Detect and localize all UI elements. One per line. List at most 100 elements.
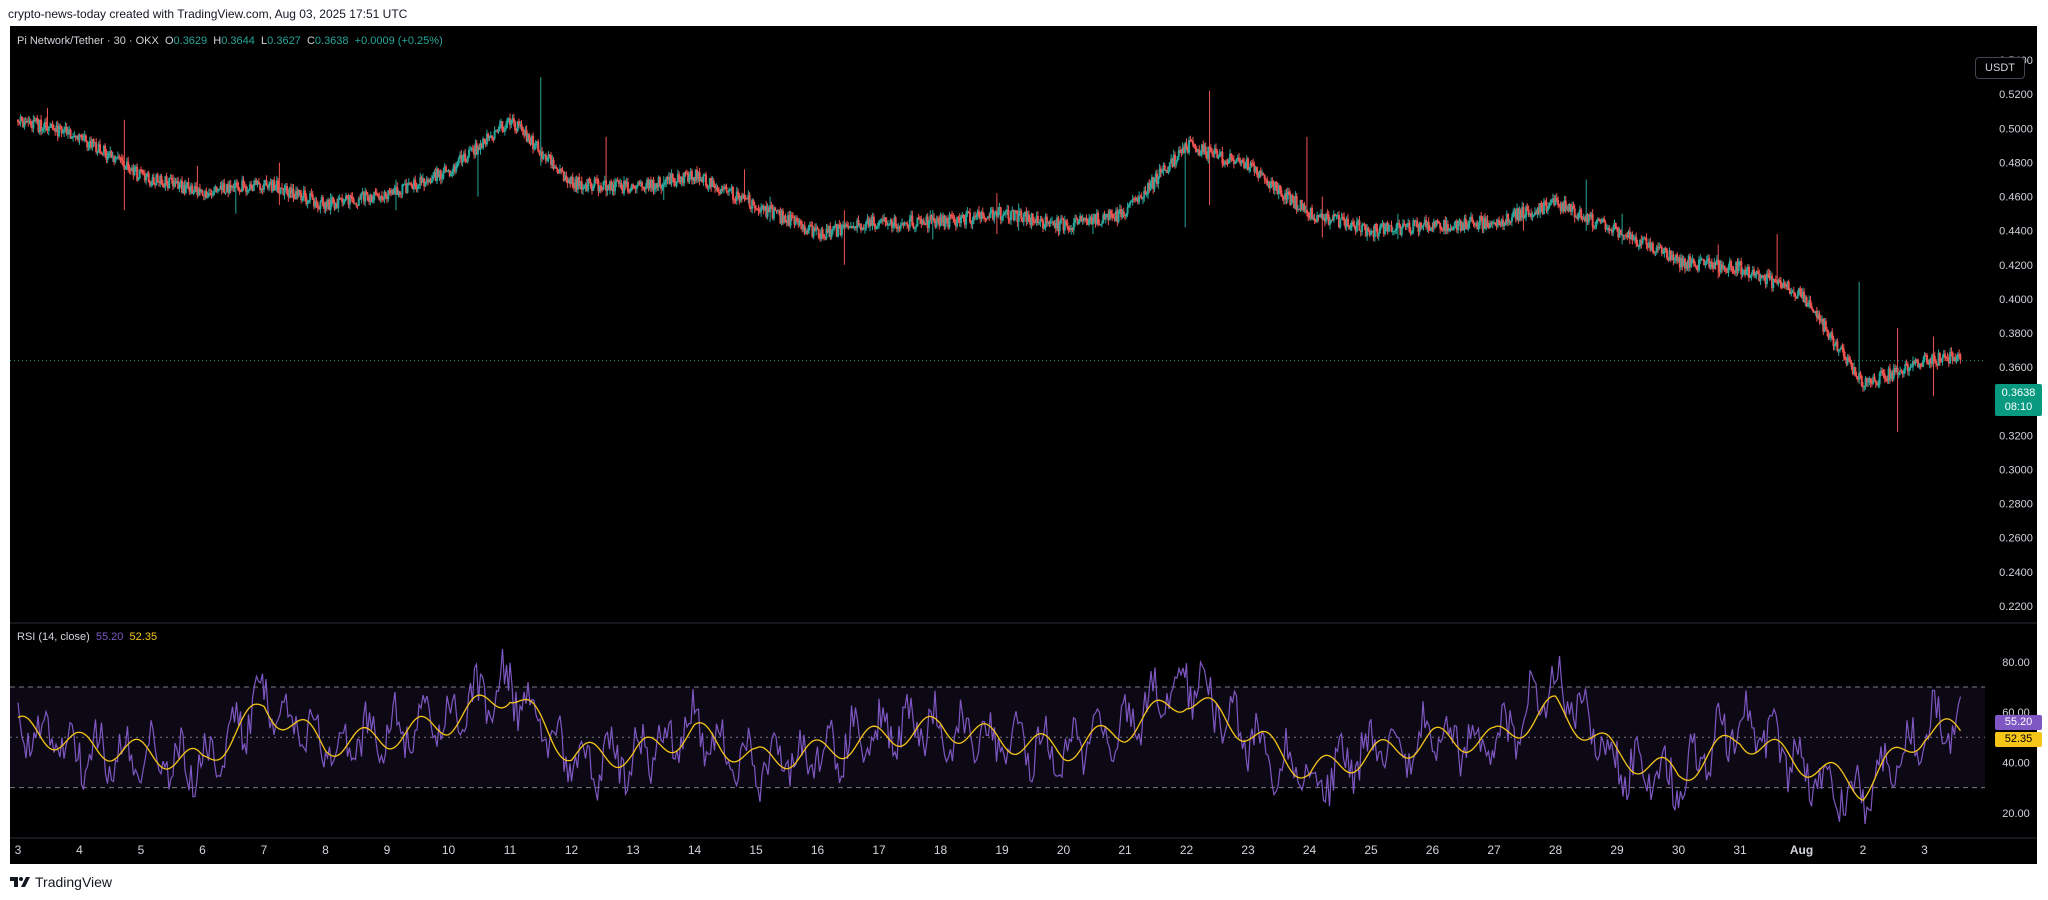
- candle-body: [757, 208, 760, 211]
- candle-body: [229, 184, 232, 189]
- candle-body: [222, 183, 224, 191]
- candle-body: [620, 183, 623, 190]
- candle-body: [712, 180, 715, 186]
- candle-body: [1496, 220, 1499, 227]
- candle-body: [304, 190, 306, 197]
- candle-body: [1449, 227, 1452, 229]
- chart-canvas[interactable]: 0.54000.52000.50000.48000.46000.44000.42…: [10, 26, 2037, 864]
- candle-body: [1810, 306, 1813, 309]
- candle-body: [415, 186, 418, 190]
- candle-body: [1257, 174, 1260, 178]
- candle-body: [597, 180, 600, 192]
- candle-body: [1895, 368, 1898, 373]
- currency-button[interactable]: USDT: [1975, 57, 2025, 79]
- candle-body: [1021, 218, 1024, 222]
- candle-body: [690, 171, 693, 181]
- candle-body: [302, 190, 305, 198]
- candle-body: [1682, 258, 1685, 266]
- candle-body: [803, 225, 806, 235]
- candle-body: [1452, 227, 1454, 231]
- candle-body: [132, 167, 135, 176]
- candle-body: [1617, 229, 1620, 238]
- candle-body: [1056, 217, 1059, 229]
- candle-body: [835, 224, 838, 237]
- candle-body: [1107, 213, 1110, 221]
- candle-body: [147, 172, 150, 183]
- candle-body: [1946, 357, 1949, 359]
- candle-body: [1657, 247, 1659, 249]
- candle-body: [1067, 227, 1070, 230]
- candle-body: [239, 191, 242, 193]
- candle-body: [1015, 210, 1018, 212]
- candle-body: [1764, 276, 1767, 284]
- candle-body: [1673, 258, 1676, 261]
- time-tick-label: Aug: [1790, 843, 1813, 857]
- candle-body: [120, 158, 123, 161]
- candle-body: [1805, 297, 1808, 307]
- candle-body: [1223, 161, 1226, 165]
- candle-body: [1586, 214, 1589, 223]
- candle-body: [1747, 266, 1750, 278]
- candle-body: [930, 215, 933, 221]
- candle-body: [370, 194, 373, 202]
- candle-body: [854, 226, 857, 229]
- candle-body: [1334, 213, 1337, 217]
- candle-body: [845, 224, 848, 226]
- candle-body: [1222, 163, 1225, 165]
- time-tick-label: 20: [1057, 843, 1071, 857]
- time-tick-label: 6: [199, 843, 206, 857]
- candle-body: [926, 216, 929, 229]
- candle-body: [473, 148, 476, 155]
- candle-body: [1308, 216, 1311, 219]
- candle-body: [441, 178, 444, 180]
- candle-body: [772, 207, 775, 219]
- candle-body: [345, 195, 347, 201]
- tradingview-logo[interactable]: TradingView: [10, 874, 112, 890]
- candle-body: [647, 179, 650, 189]
- candle-body: [714, 185, 716, 189]
- rsi-band-fill: [10, 686, 1985, 788]
- candle-body: [1121, 211, 1124, 218]
- candle-body: [839, 226, 842, 236]
- candle-body: [506, 118, 509, 124]
- candle-body: [168, 177, 171, 189]
- candle-body: [788, 215, 791, 226]
- candle-body: [826, 228, 829, 233]
- chart-frame[interactable]: 0.54000.52000.50000.48000.46000.44000.42…: [10, 26, 2042, 864]
- candle-body: [1919, 363, 1922, 366]
- candle-body: [1354, 226, 1357, 232]
- candle-body: [1145, 193, 1148, 195]
- candle-body: [1099, 224, 1102, 226]
- candle-body: [289, 187, 292, 194]
- candle-body: [1667, 257, 1670, 261]
- candle-body: [1562, 203, 1565, 212]
- candle-body: [530, 136, 533, 145]
- candle-body: [746, 198, 749, 200]
- candle-body: [24, 121, 27, 123]
- candle-body: [1660, 246, 1663, 254]
- candle-body: [1148, 183, 1151, 190]
- candle-body: [310, 193, 313, 195]
- candle-body: [657, 177, 660, 188]
- candle-body: [1835, 341, 1838, 345]
- candle-body: [1754, 274, 1757, 276]
- candle-body: [1653, 251, 1656, 253]
- candle-body: [96, 151, 99, 153]
- candle-body: [389, 191, 392, 194]
- candle-body: [910, 215, 913, 220]
- candle-body: [1677, 257, 1680, 262]
- candle-body: [198, 188, 201, 192]
- candle-body: [889, 219, 892, 225]
- candle-body: [615, 180, 618, 183]
- bar-countdown: 08:10: [2004, 401, 2033, 413]
- candle-body: [465, 161, 468, 163]
- candle-body: [561, 170, 564, 172]
- candle-body: [1326, 214, 1329, 216]
- candle-body: [1631, 234, 1634, 241]
- candle-body: [802, 225, 805, 230]
- candle-body: [1917, 361, 1920, 368]
- candle-body: [524, 130, 527, 136]
- candle-body: [1822, 318, 1825, 332]
- candle-body: [958, 217, 961, 224]
- candle-body: [435, 168, 438, 181]
